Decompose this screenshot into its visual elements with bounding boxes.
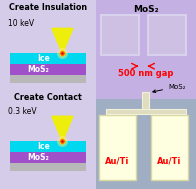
- Bar: [10, 152, 86, 163]
- Bar: [10, 53, 86, 64]
- Bar: [148, 15, 186, 55]
- Bar: [96, 0, 196, 99]
- Bar: [10, 163, 86, 171]
- Text: MoS₂: MoS₂: [27, 65, 49, 74]
- Text: Au/Ti: Au/Ti: [157, 156, 182, 165]
- Text: MoS₂: MoS₂: [133, 5, 159, 14]
- Polygon shape: [52, 28, 73, 53]
- Text: Ice: Ice: [37, 142, 50, 151]
- Text: Au/Ti: Au/Ti: [105, 156, 130, 165]
- Bar: [106, 109, 186, 114]
- Text: MoS₂: MoS₂: [153, 84, 185, 93]
- Polygon shape: [52, 116, 73, 141]
- Bar: [10, 141, 86, 152]
- Text: Ice: Ice: [37, 54, 50, 63]
- Bar: [142, 92, 149, 109]
- Bar: [101, 15, 139, 55]
- Bar: [10, 64, 86, 75]
- Text: Create Insulation: Create Insulation: [9, 3, 87, 12]
- Bar: [96, 99, 196, 189]
- Text: MoS₂: MoS₂: [27, 153, 49, 162]
- Text: Create Contact: Create Contact: [14, 93, 82, 102]
- Text: 500 nm gap: 500 nm gap: [118, 69, 174, 78]
- Bar: [99, 115, 136, 180]
- Bar: [151, 115, 188, 180]
- Text: 0.3 keV: 0.3 keV: [8, 107, 36, 116]
- Bar: [10, 75, 86, 83]
- Text: 10 keV: 10 keV: [8, 19, 34, 28]
